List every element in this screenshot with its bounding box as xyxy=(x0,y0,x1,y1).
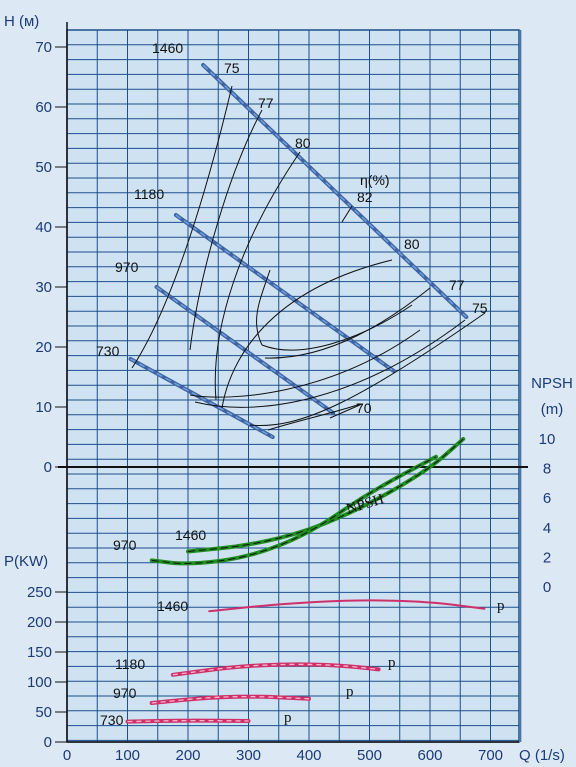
power-curve-label-970: p xyxy=(346,684,354,700)
efficiency-label-80: 80 xyxy=(404,236,420,252)
head-tick-label: 20 xyxy=(35,339,52,356)
power-axis-label: P(KW) xyxy=(4,553,48,570)
power-curve-dash-1180 xyxy=(172,663,379,676)
head-axis-label: H (м) xyxy=(4,13,39,30)
head-curve-highlight-730 xyxy=(130,358,274,438)
power-tick-label: 100 xyxy=(27,674,52,691)
power-tick-label: 200 xyxy=(27,614,52,631)
power-speed-label-970: 970 xyxy=(113,685,137,701)
efficiency-label-82: 82 xyxy=(357,189,373,205)
head-curve-highlight-970 xyxy=(156,286,334,414)
x-tick-label: 100 xyxy=(115,747,140,764)
head-tick-label: 30 xyxy=(35,279,52,296)
efficiency-label-77: 77 xyxy=(258,95,274,111)
power-curve-1460 xyxy=(208,599,486,613)
head-tick-label: 40 xyxy=(35,219,52,236)
power-curves: 1460 p 1180 p 970 p 730 p xyxy=(100,598,505,728)
head-speed-label-730: 730 xyxy=(96,343,120,359)
power-curve-dash-730 xyxy=(127,719,249,723)
power-speed-label-1460: 1460 xyxy=(157,598,188,614)
head-speed-label-970: 970 xyxy=(115,259,139,275)
efficiency-curve xyxy=(256,269,271,346)
head-tick-label: 70 xyxy=(35,39,52,56)
npsh-tick-label: 10 xyxy=(539,431,556,448)
efficiency-curves: η(%) 75 77 80 82 80 77 75 70 xyxy=(131,60,488,431)
power-tick-label: 250 xyxy=(27,584,52,601)
efficiency-curve xyxy=(189,109,263,351)
x-tick-label: 0 xyxy=(63,747,71,764)
x-tick-label: 200 xyxy=(175,747,200,764)
x-tick-label: 600 xyxy=(417,747,442,764)
efficiency-label-77: 77 xyxy=(449,277,465,293)
head-tick-label: 50 xyxy=(35,159,52,176)
head-tick-label: 60 xyxy=(35,99,52,116)
efficiency-curve xyxy=(267,403,361,431)
power-curve-label-1460: p xyxy=(497,598,505,614)
efficiency-curve xyxy=(329,403,363,419)
power-tick-label: 150 xyxy=(27,644,52,661)
power-speed-label-1180: 1180 xyxy=(115,656,145,672)
head-speed-label-1180: 1180 xyxy=(134,186,164,202)
x-axis-label: Q (1/s) xyxy=(519,747,565,764)
head-tick-label: 0 xyxy=(44,459,52,476)
efficiency-axis-label: η(%) xyxy=(360,172,390,188)
x-tick-label: 300 xyxy=(236,747,261,764)
power-curve-label-730: p xyxy=(284,710,292,726)
npsh-speed-label-970: 970 xyxy=(113,537,137,553)
efficiency-curve xyxy=(264,287,431,359)
npsh-tick-label: 8 xyxy=(543,461,551,478)
head-curve-highlight-1460 xyxy=(202,64,467,318)
efficiency-curve xyxy=(194,319,466,408)
efficiency-curve xyxy=(341,205,353,223)
x-tick-label: 500 xyxy=(357,747,382,764)
efficiency-curve xyxy=(221,259,393,409)
npsh-curve-dash-970 xyxy=(151,456,437,564)
npsh-speed-label-1460: 1460 xyxy=(175,527,206,543)
efficiency-curve xyxy=(249,312,486,427)
efficiency-curve xyxy=(131,85,233,369)
efficiency-label-75: 75 xyxy=(224,60,240,76)
power-curve-label-1180: p xyxy=(388,655,396,671)
npsh-tick-label: 4 xyxy=(543,520,551,537)
efficiency-curve xyxy=(189,329,421,398)
npsh-tick-label: 0 xyxy=(543,579,551,596)
npsh-tick-label: 2 xyxy=(543,549,551,566)
efficiency-label-70: 70 xyxy=(356,400,372,416)
head-speed-label-1460: 1460 xyxy=(152,40,183,56)
head-tick-label: 10 xyxy=(35,399,52,416)
npsh-tick-label: 6 xyxy=(543,490,551,507)
efficiency-curve xyxy=(214,151,301,401)
x-tick-label: 400 xyxy=(296,747,321,764)
power-speed-label-730: 730 xyxy=(100,712,124,728)
npsh-axis-label: NPSH xyxy=(531,375,573,392)
efficiency-curve xyxy=(261,304,413,351)
x-tick-label: 700 xyxy=(478,747,503,764)
power-curve-970 xyxy=(149,694,311,705)
efficiency-label-80: 80 xyxy=(295,135,311,151)
power-tick-label: 50 xyxy=(35,704,52,721)
power-tick-label: 0 xyxy=(44,734,52,751)
efficiency-label-75: 75 xyxy=(472,300,488,316)
npsh-axis-unit: (m) xyxy=(541,401,564,418)
npsh-curve-dash-1460 xyxy=(187,438,464,552)
axes: 0 100 200 300 400 500 600 700 Q (1/s)01020304050… xyxy=(4,13,573,764)
